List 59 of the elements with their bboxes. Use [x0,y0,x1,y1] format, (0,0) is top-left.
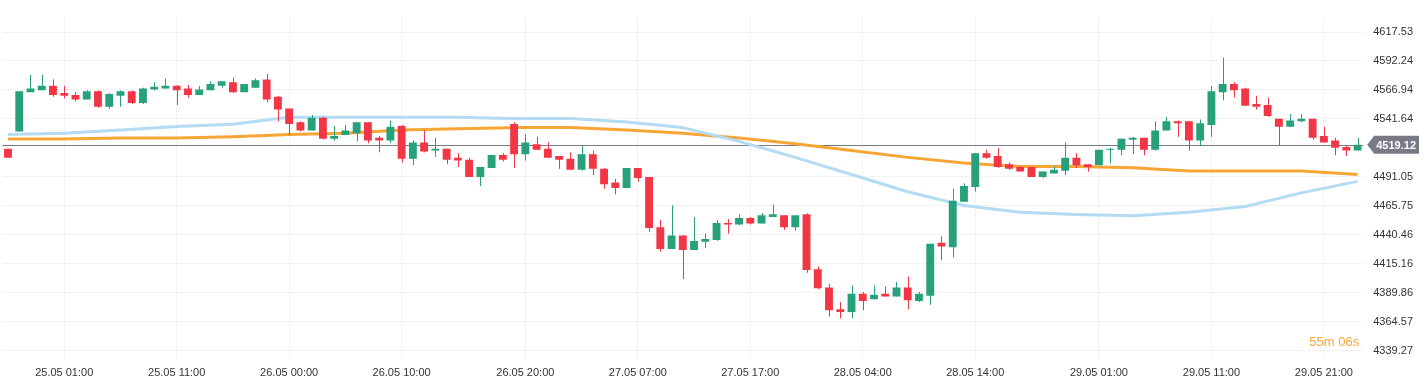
y-tick-label: 4364.57 [1373,314,1413,327]
y-tick-label: 4339.27 [1373,343,1413,356]
candlestick [285,108,294,136]
y-tick-label: 4440.46 [1373,227,1413,240]
y-tick-label: 4415.16 [1373,256,1413,269]
candlestick [521,133,530,162]
x-tick-label: 29.05 21:00 [1294,366,1353,379]
candlestick [262,73,271,103]
candlestick [420,129,429,153]
x-tick-label: 29.05 01:00 [1069,366,1128,379]
x-tick-label: 28.05 14:00 [946,366,1005,379]
y-tick-label: 4617.53 [1373,25,1413,38]
candlestick [1241,87,1250,107]
candlestick [825,283,833,318]
candlestick [352,121,361,142]
candlestick [1151,120,1160,151]
candlestick [667,204,676,250]
y-tick-label: 4566.94 [1373,82,1413,95]
candlestick [1184,120,1193,151]
candlestick [273,95,282,122]
candlestick [993,147,1002,169]
annotation: 55m 06s [1309,333,1360,349]
y-tick-label: 4592.24 [1373,53,1413,66]
candlestick [318,116,327,141]
candlestick [1218,57,1227,101]
candlestick [903,276,912,310]
x-tick-label: 26.05 20:00 [496,366,555,379]
y-tick-label: 4389.86 [1373,285,1413,298]
candlestick [1274,118,1283,146]
x-tick-label: 26.05 10:00 [372,366,431,379]
x-tick-label: 27.05 07:00 [608,366,667,379]
ref-line-label: 4519.12 [1376,138,1416,151]
y-tick-label: 4541.64 [1373,111,1413,124]
x-tick-label: 26.05 00:00 [260,366,319,379]
candlestick [813,265,822,290]
y-tick-label: 4491.05 [1373,169,1413,182]
candlestick [431,137,440,158]
x-tick-label: 25.05 01:00 [35,366,94,379]
candlestick [1263,97,1272,118]
candlestick [577,145,586,172]
candlestick [408,140,417,166]
candlestick [363,121,372,144]
x-tick-label: 29.05 11:00 [1182,366,1241,379]
candlestick [172,84,181,106]
y-tick-label: 4465.75 [1373,198,1413,211]
x-tick-label: 28.05 04:00 [833,366,892,379]
x-tick-label: 27.05 17:00 [721,366,780,379]
candlestick [386,120,395,144]
candlestick [1061,141,1070,176]
candlestick [858,291,867,311]
candlestick [960,182,968,203]
candlestick [1106,147,1115,164]
x-tick-label: 25.05 11:00 [148,366,206,379]
candlestick [678,234,687,280]
candlestick [656,219,665,253]
candlestick [1196,118,1205,147]
candlestick [588,150,597,176]
candlestick [690,216,698,251]
candlestick [600,167,609,190]
